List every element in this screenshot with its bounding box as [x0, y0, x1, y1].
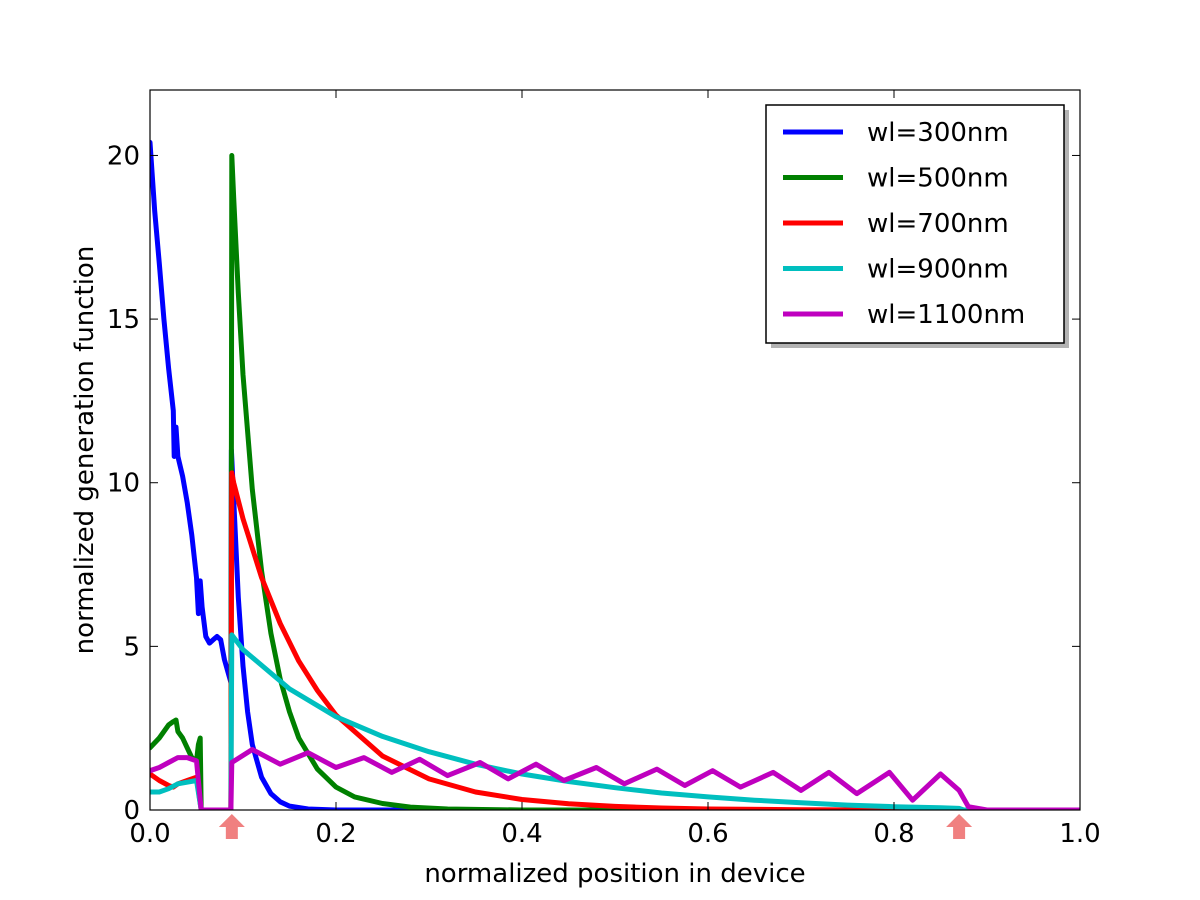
x-tick-label: 0.8	[873, 819, 914, 849]
x-tick-label: 0.4	[501, 819, 542, 849]
y-axis-label: normalized generation function	[70, 246, 100, 655]
arrow-marker-1	[946, 814, 973, 839]
legend-label-3: wl=900nm	[867, 255, 1009, 285]
x-axis-label: normalized position in device	[424, 859, 805, 889]
legend-label-0: wl=300nm	[867, 118, 1009, 148]
y-tick-label: 10	[107, 469, 140, 499]
y-tick-label: 0	[123, 796, 140, 826]
series-line-3	[150, 632, 1080, 810]
axes-layer: 0.0 0.2 0.4 0.6 0.8 1.0 0 5 10 15 20	[107, 89, 1101, 849]
legend-label-4: wl=1100nm	[867, 300, 1025, 330]
x-tick-label: 0.6	[687, 819, 728, 849]
series-line-1	[150, 153, 1080, 810]
series-line-4	[150, 747, 1080, 810]
y-tick-label: 20	[107, 141, 140, 171]
series-layer	[150, 139, 1080, 810]
y-tick-label: 5	[123, 632, 140, 662]
x-tick-label: 0.2	[315, 819, 356, 849]
x-tick-label: 0.0	[129, 819, 170, 849]
y-tick-label: 15	[107, 305, 140, 335]
arrow-marker-0	[218, 814, 245, 839]
legend: wl=300nm wl=500nm wl=700nm wl=900nm wl=1100n…	[765, 104, 1069, 348]
x-tick-label: 1.0	[1059, 819, 1100, 849]
annotation-markers	[218, 814, 973, 839]
legend-label-1: wl=500nm	[867, 164, 1009, 194]
plot-frame	[149, 89, 1081, 811]
legend-label-2: wl=700nm	[867, 209, 1009, 239]
series-line-0	[150, 139, 1080, 810]
